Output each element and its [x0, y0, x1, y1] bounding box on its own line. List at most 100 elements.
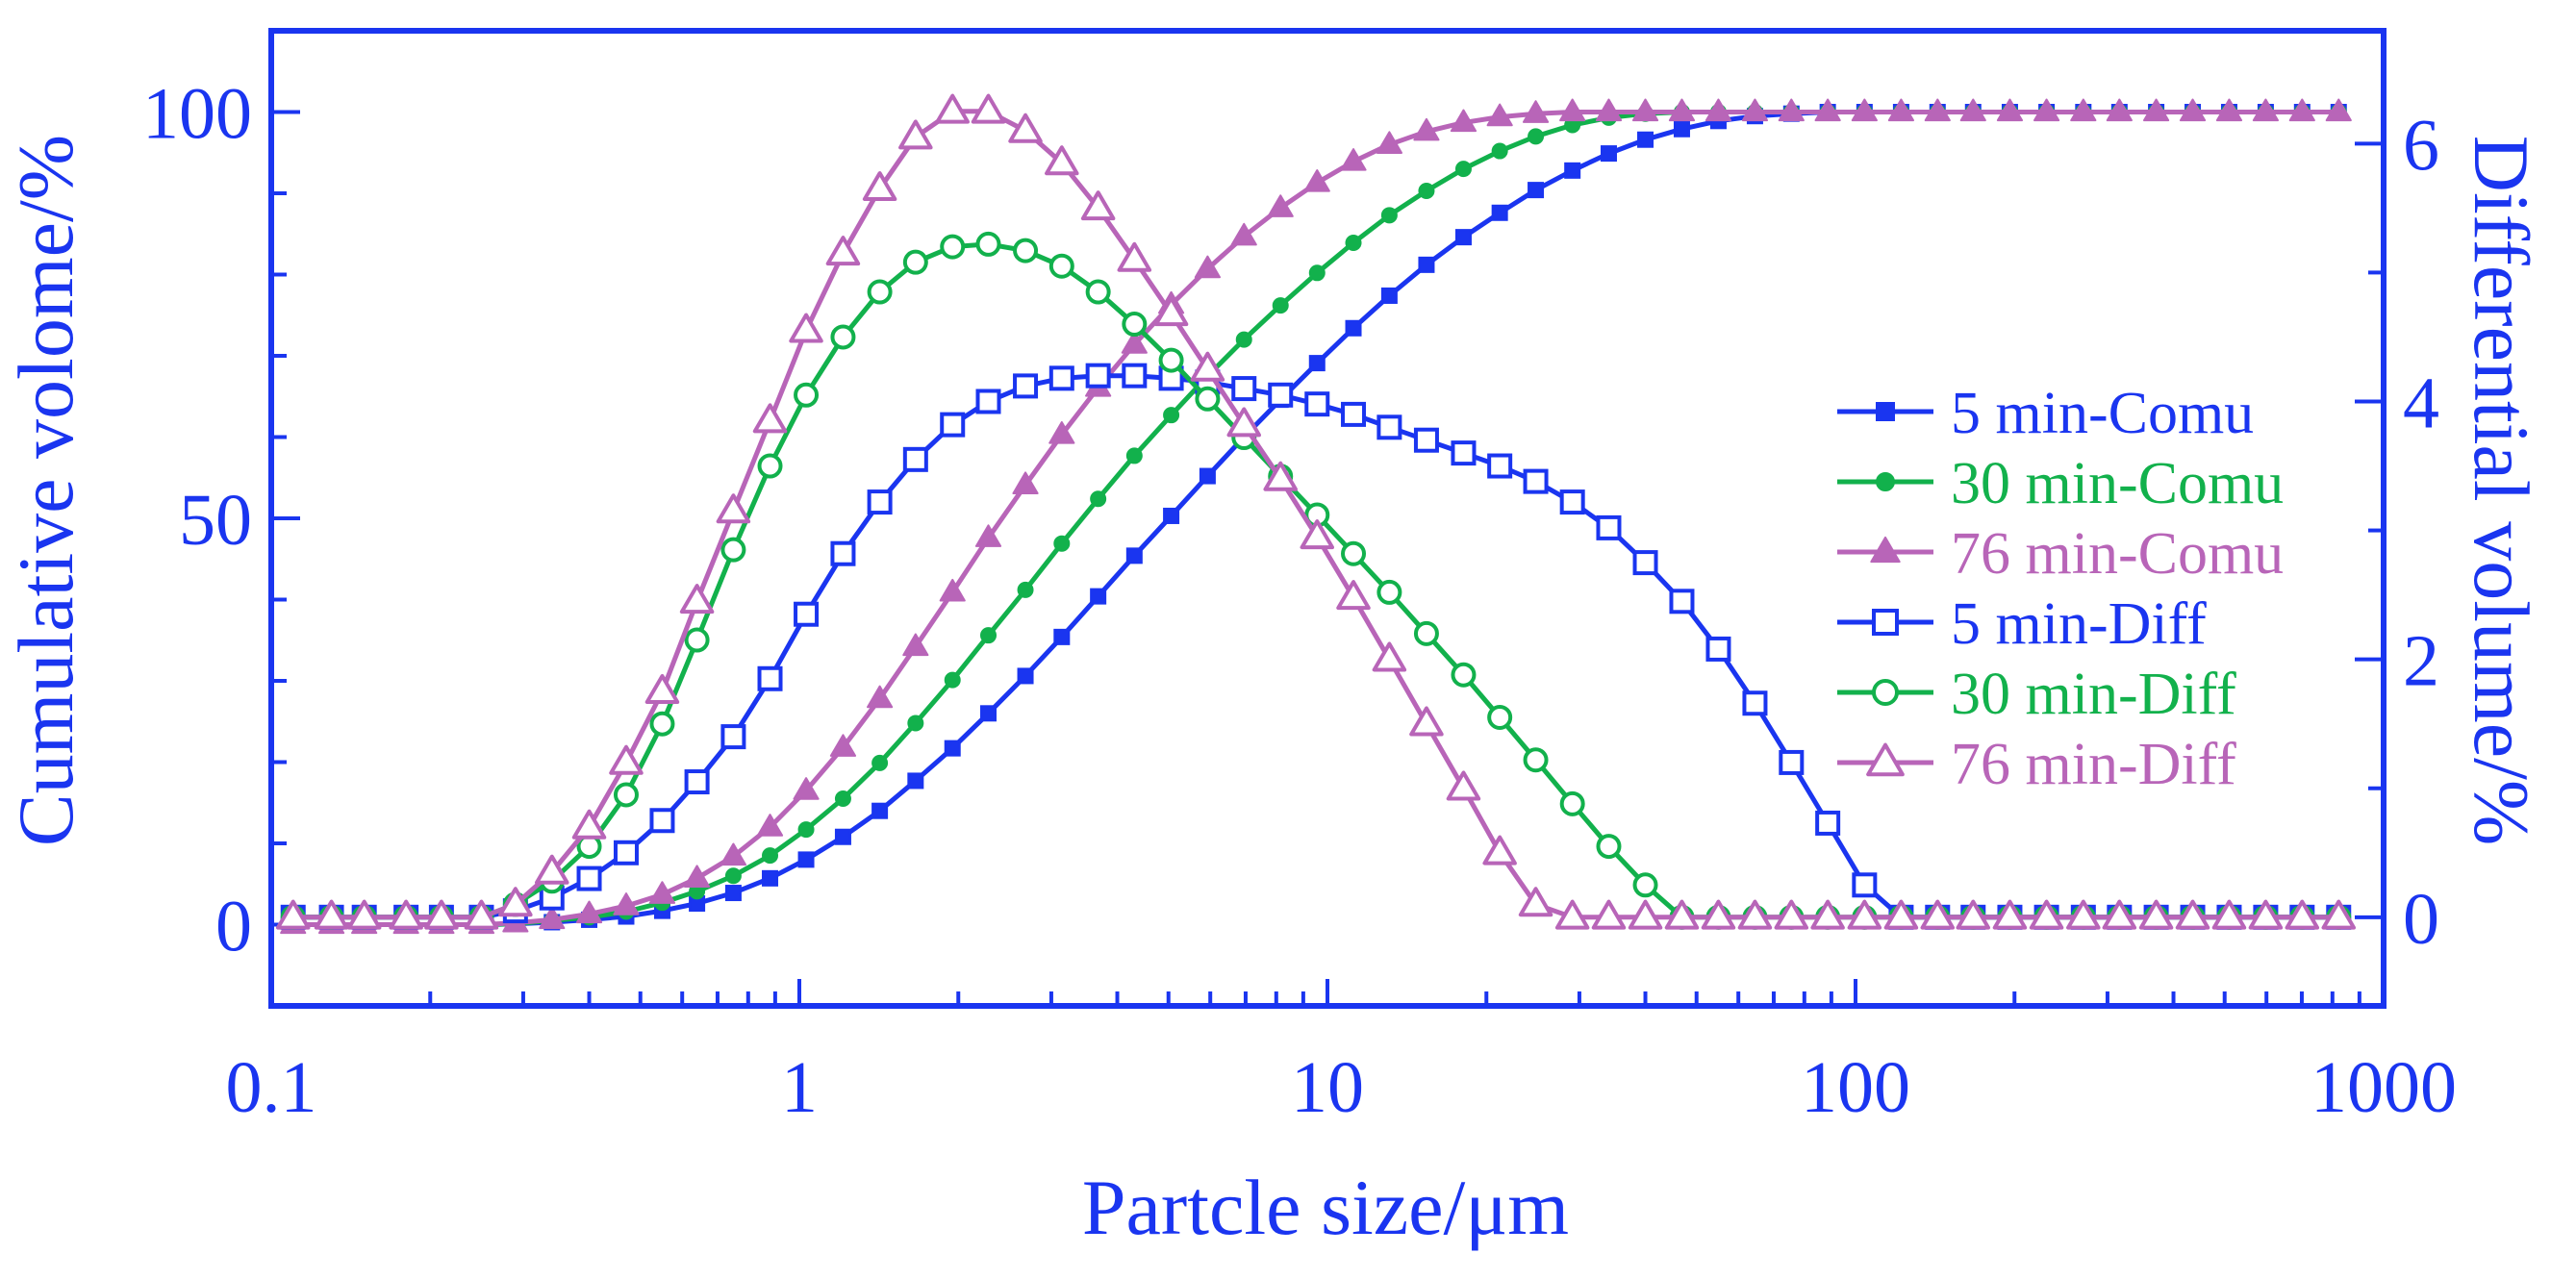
data-point — [2102, 899, 2137, 930]
data-point — [1774, 899, 1809, 930]
data-point — [1741, 98, 1769, 122]
data-point — [1226, 407, 1261, 438]
legend-label: 76 min-Diff — [1951, 732, 2236, 797]
x-tick-label: 100 — [1801, 1047, 1910, 1128]
data-point — [1085, 279, 1111, 305]
data-point — [2252, 98, 2280, 122]
data-point — [1090, 588, 1107, 605]
data-point — [794, 382, 820, 408]
data-point — [575, 900, 603, 924]
data-point — [2138, 899, 2174, 930]
data-point — [720, 537, 746, 563]
data-point — [1664, 899, 1700, 930]
data-point — [1345, 235, 1362, 252]
data-point — [1048, 365, 1074, 391]
series-76-min-diff — [275, 93, 2357, 930]
legend-marker — [1876, 402, 1895, 421]
data-point — [829, 734, 857, 757]
data-point — [867, 685, 894, 709]
data-point — [797, 851, 815, 868]
data-point — [1308, 355, 1326, 372]
data-point — [971, 93, 1006, 124]
data-point — [834, 790, 851, 808]
data-point — [1013, 238, 1039, 263]
legend-label: 5 min-Diff — [1951, 591, 2207, 657]
legend-label: 30 min-Comu — [1951, 451, 2284, 516]
data-point — [1085, 363, 1111, 389]
data-point — [649, 711, 675, 737]
data-point — [1308, 264, 1326, 282]
data-point — [1887, 98, 1915, 122]
legend-item: 76 min-Comu — [1837, 521, 2284, 587]
data-point — [944, 671, 961, 689]
data-point — [1742, 690, 1768, 716]
data-point — [1336, 580, 1371, 611]
data-point — [613, 892, 640, 915]
data-point — [1117, 241, 1152, 272]
data-point — [683, 865, 711, 888]
data-point — [940, 412, 966, 438]
data-point — [2175, 899, 2210, 930]
data-point — [794, 601, 820, 627]
data-point — [1158, 347, 1184, 373]
data-point — [980, 627, 998, 644]
series-layer — [275, 93, 2357, 935]
data-point — [649, 808, 675, 834]
data-point — [1048, 253, 1074, 279]
data-point — [762, 869, 779, 887]
data-point — [1017, 667, 1034, 685]
left-y-tick-label: 0 — [215, 887, 252, 967]
data-point — [1341, 540, 1367, 566]
legend-item: 30 min-Diff — [1837, 662, 2236, 727]
data-point — [2321, 899, 2357, 930]
data-point — [1596, 834, 1622, 860]
data-point — [1956, 899, 1991, 930]
data-point — [944, 740, 961, 757]
data-point — [830, 324, 856, 350]
data-point — [1194, 255, 1222, 279]
data-point — [1053, 535, 1071, 552]
data-point — [1632, 550, 1658, 576]
data-point — [1996, 98, 2024, 122]
data-point — [571, 809, 607, 840]
data-point — [1454, 161, 1472, 178]
data-point — [1372, 641, 1407, 672]
data-point — [679, 584, 715, 614]
data-point — [1048, 421, 1075, 444]
data-point — [907, 772, 924, 790]
data-point — [1482, 835, 1517, 865]
data-point — [1013, 373, 1039, 399]
data-point — [389, 899, 423, 930]
data-point — [424, 899, 459, 930]
data-point — [757, 665, 783, 691]
data-point — [1413, 427, 1439, 453]
legend-label: 76 min-Comu — [1951, 521, 2284, 587]
data-point — [1705, 636, 1731, 662]
data-point — [1300, 519, 1335, 550]
data-point — [535, 854, 569, 885]
data-point — [1486, 103, 1513, 127]
data-point — [902, 249, 928, 275]
data-point — [1487, 704, 1513, 730]
data-point — [1637, 131, 1654, 148]
data-point — [939, 578, 966, 602]
data-point — [346, 899, 382, 930]
data-point — [1272, 297, 1289, 314]
data-point — [1851, 98, 1878, 122]
data-point — [1125, 447, 1143, 464]
data-point — [724, 885, 742, 902]
data-point — [1304, 391, 1330, 417]
data-point — [1017, 581, 1034, 598]
data-point — [720, 724, 746, 750]
data-point — [974, 524, 1002, 547]
data-point — [1303, 169, 1330, 192]
data-point — [898, 119, 933, 150]
data-point — [980, 705, 998, 722]
data-point — [793, 777, 820, 800]
data-point — [1413, 117, 1440, 141]
right-y-tick-label: 0 — [2403, 879, 2439, 960]
data-point — [539, 906, 566, 930]
left-y-tick-label: 100 — [142, 74, 252, 155]
data-point — [940, 234, 966, 260]
